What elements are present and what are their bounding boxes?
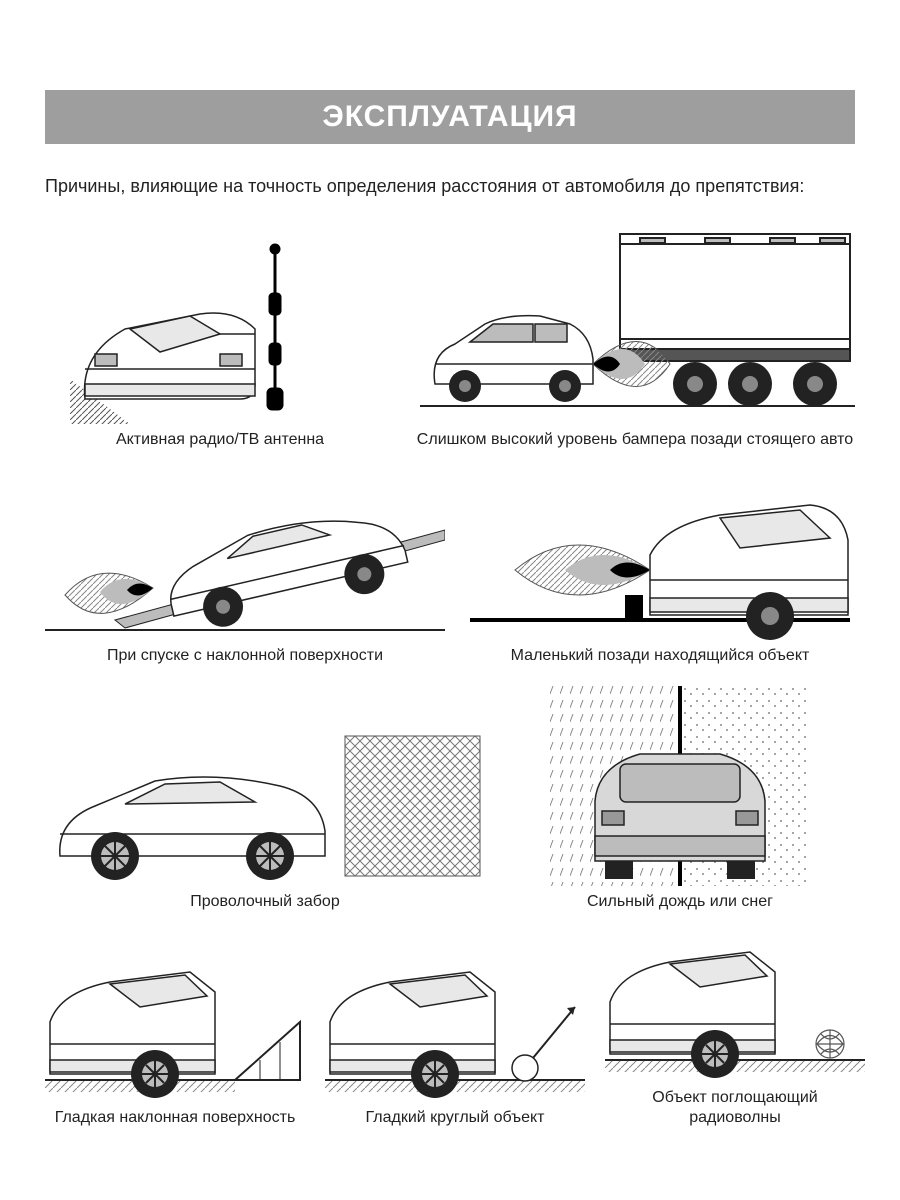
round-caption: Гладкий круглый объект	[365, 1108, 544, 1128]
row-3: Проволочный забор	[45, 686, 855, 912]
panel-smallobj: Маленький позади находящийся объект	[465, 470, 855, 666]
section-header-band: ЭКСПЛУАТАЦИЯ	[45, 90, 855, 144]
rain-caption: Сильный дождь или снег	[587, 892, 773, 912]
panel-incline: Гладкая наклонная поверхность	[45, 952, 305, 1128]
panel-truck: Слишком высокий уровень бампера позади с…	[415, 224, 855, 450]
antenna-illustration	[70, 234, 370, 424]
section-title: ЭКСПЛУАТАЦИЯ	[45, 100, 855, 134]
diagram-grid: Активная радио/ТВ антенна	[45, 224, 855, 1128]
row-2: При спуске с наклонной поверхности	[45, 470, 855, 666]
fence-illustration	[45, 716, 485, 886]
incline-illustration	[45, 952, 305, 1102]
truck-caption: Слишком высокий уровень бампера позади с…	[417, 430, 853, 450]
smallobj-illustration	[470, 470, 850, 640]
panel-round: Гладкий круглый объект	[325, 952, 585, 1128]
truck-illustration	[415, 224, 855, 424]
smallobj-caption: Маленький позади находящийся объект	[511, 646, 810, 666]
row-4: Гладкая наклонная поверхность	[45, 932, 855, 1128]
incline-caption: Гладкая наклонная поверхность	[55, 1108, 296, 1128]
absorb-illustration	[605, 932, 865, 1082]
row-1: Активная радио/ТВ антенна	[45, 224, 855, 450]
slope-caption: При спуске с наклонной поверхности	[107, 646, 383, 666]
antenna-caption: Активная радио/ТВ антенна	[116, 430, 324, 450]
panel-antenna: Активная радио/ТВ антенна	[45, 234, 395, 450]
panel-fence: Проволочный забор	[45, 716, 485, 912]
panel-slope: При спуске с наклонной поверхности	[45, 470, 445, 666]
rain-illustration	[550, 686, 810, 886]
fence-caption: Проволочный забор	[190, 892, 339, 912]
round-illustration	[325, 952, 585, 1102]
panel-absorb: Объект поглощающий радиоволны	[605, 932, 865, 1128]
slope-illustration	[45, 470, 445, 640]
panel-rain: Сильный дождь или снег	[505, 686, 855, 912]
intro-text: Причины, влияющие на точность определени…	[45, 174, 855, 199]
absorb-caption: Объект поглощающий радиоволны	[605, 1088, 865, 1128]
